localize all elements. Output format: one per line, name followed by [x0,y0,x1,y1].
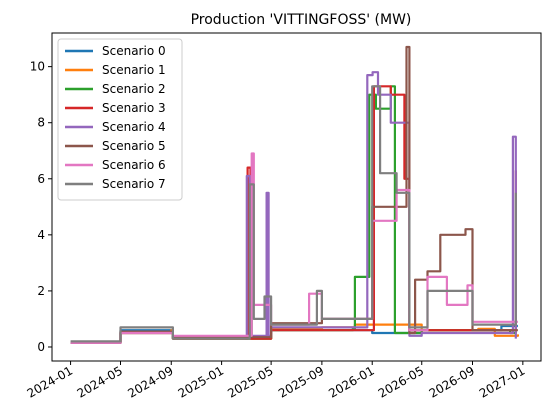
y-tick-label-4: 8 [37,116,45,130]
legend-label-3: Scenario 3 [102,101,166,115]
x-tick-label-1: 2024-05 [75,363,125,400]
x-tick-label-2: 2024-09 [125,363,175,400]
x-tick-label-6: 2026-01 [326,363,376,400]
legend-label-7: Scenario 7 [102,177,166,191]
x-axis: 2024-01 2024-05 2024-09 2025-01 2025-05 2025-… [25,361,527,401]
y-tick-label-0: 0 [37,340,45,354]
y-tick-label-3: 6 [37,172,45,186]
y-tick-label-2: 4 [37,228,45,242]
y-tick-label-1: 2 [37,284,45,298]
legend-label-4: Scenario 4 [102,120,166,134]
x-tick-label-9: 2027-01 [477,363,527,400]
legend-label-6: Scenario 6 [102,158,166,172]
x-tick-label-8: 2026-09 [427,363,477,400]
x-tick-label-3: 2025-01 [176,363,226,400]
legend-box [57,38,183,201]
x-tick-label-0: 2024-01 [25,363,75,400]
plot-frame [51,32,542,362]
chart-title: Production 'VITTINGFOSS' (MW) [191,12,412,28]
legend-label-2: Scenario 2 [102,82,166,96]
series-layer [70,45,519,344]
y-tick-label-5: 10 [30,60,45,74]
y-axis: 0 2 4 6 8 10 [30,60,52,354]
legend-label-0: Scenario 0 [102,44,166,58]
series-line-5 [70,45,518,344]
legend-label-5: Scenario 5 [102,139,166,153]
x-tick-label-7: 2026-05 [376,363,426,400]
x-tick-label-4: 2025-05 [225,363,275,400]
series-line-7 [70,85,517,343]
legend-label-1: Scenario 1 [102,63,166,77]
x-tick-label-5: 2025-09 [276,363,326,400]
legend: Scenario 0 Scenario 1 Scenario 2 Scenario 3… [57,38,183,201]
